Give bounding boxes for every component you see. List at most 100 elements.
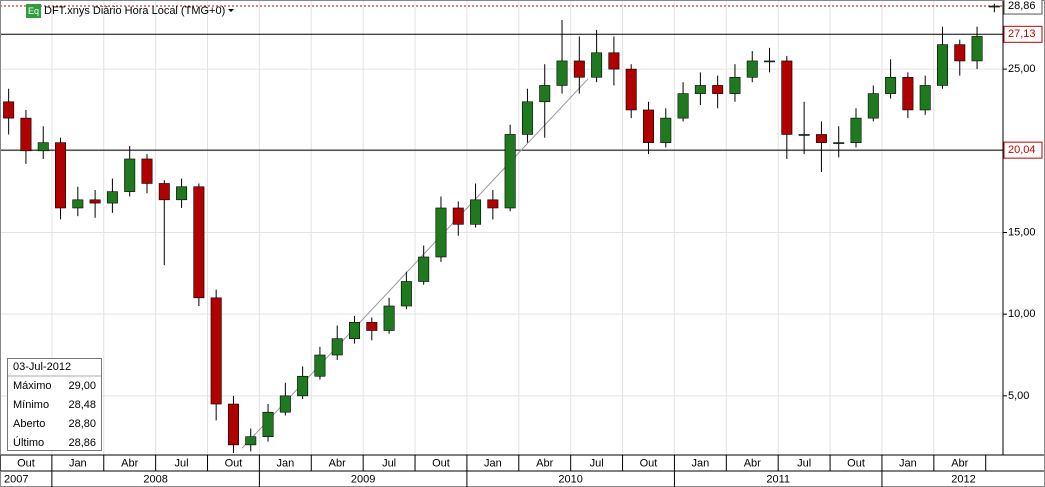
y-tick-label: 15,00 xyxy=(1008,226,1036,238)
candle-body xyxy=(366,322,378,331)
candle-body xyxy=(521,101,533,135)
candle-body xyxy=(885,76,897,94)
candle-body xyxy=(677,93,689,119)
candle-body xyxy=(72,199,84,209)
x-tick-label: Jul xyxy=(590,457,604,469)
info-value: 29,00 xyxy=(68,380,96,392)
x-tick-label: Out xyxy=(17,457,35,469)
plot-area xyxy=(0,0,1003,455)
x-tick-label: Abr xyxy=(329,457,346,469)
candle-body xyxy=(124,158,136,192)
badge-box[interactable] xyxy=(26,4,41,18)
x-tick-label: Abr xyxy=(536,457,553,469)
candle-body xyxy=(193,186,205,299)
candle-body xyxy=(867,93,879,119)
x-tick-label: Abr xyxy=(744,457,761,469)
info-box xyxy=(7,358,102,451)
candle-body xyxy=(279,395,291,413)
candle-body xyxy=(798,134,810,136)
x-tick-label: Jan xyxy=(484,457,502,469)
candle-body xyxy=(262,411,274,438)
candle-body xyxy=(988,5,1000,8)
candle-body xyxy=(660,117,672,143)
candle-body xyxy=(902,76,914,111)
info-label: Mínimo xyxy=(13,399,49,411)
candle-body xyxy=(400,281,412,307)
candle-body xyxy=(383,305,395,331)
level-label-box xyxy=(1003,25,1043,43)
year-label: 2008 xyxy=(143,473,167,485)
candle-body xyxy=(89,199,101,204)
year-label: 2011 xyxy=(766,473,790,485)
candle-body xyxy=(573,60,585,78)
year-label: 2012 xyxy=(951,473,975,485)
info-value: 28,80 xyxy=(68,418,96,430)
candle-body xyxy=(936,44,948,86)
candle-body xyxy=(106,191,118,204)
x-tick-label: Jul xyxy=(797,457,811,469)
candle-body xyxy=(746,60,758,78)
candle-body xyxy=(712,85,724,94)
x-tick-label: Jan xyxy=(276,457,294,469)
y-tick-label: 25,00 xyxy=(1008,63,1036,75)
info-value: 28,48 xyxy=(68,399,96,411)
candle-body xyxy=(176,186,188,201)
candle-body xyxy=(158,183,170,201)
candle-body xyxy=(349,322,360,339)
level-label-box xyxy=(1003,141,1043,159)
year-label: 2009 xyxy=(351,473,375,485)
last-price-label: 28,86 xyxy=(1008,0,1036,12)
x-tick-label: Out xyxy=(432,457,450,469)
info-value: 28,86 xyxy=(68,437,96,449)
candle-body xyxy=(625,68,637,111)
candle-body xyxy=(227,403,239,446)
x-tick-label: Out xyxy=(225,457,243,469)
candle-body xyxy=(141,158,153,184)
candle-body xyxy=(694,85,706,94)
candle-body xyxy=(37,142,49,152)
y-tick-label: 10,00 xyxy=(1008,308,1036,320)
x-tick-label: Jul xyxy=(175,457,189,469)
level-label: 27,13 xyxy=(1008,28,1036,40)
candle-body xyxy=(643,109,654,143)
x-tick-label: Abr xyxy=(121,457,138,469)
candle-body xyxy=(435,207,447,258)
candle-body xyxy=(245,436,257,446)
x-tick-label: Jan xyxy=(899,457,917,469)
candle-body xyxy=(919,85,931,111)
candle-body xyxy=(764,60,776,63)
x-tick-label: Jan xyxy=(69,457,87,469)
candle-body xyxy=(418,256,430,282)
candle-body xyxy=(539,85,551,103)
badge[interactable]: Eq xyxy=(28,6,39,16)
candle-body xyxy=(487,199,499,209)
candle-body xyxy=(314,354,326,377)
candle-body xyxy=(850,117,862,143)
candle-body xyxy=(781,60,793,135)
candle-body xyxy=(815,134,827,143)
dropdown-arrow[interactable] xyxy=(228,9,234,12)
x-tick-label: Out xyxy=(640,457,658,469)
candle-body xyxy=(971,36,983,62)
year-label: 2010 xyxy=(558,473,582,485)
candle-body xyxy=(331,338,343,356)
last-price-box xyxy=(1003,0,1043,15)
x-tick-label: Out xyxy=(847,457,865,469)
chart-title[interactable]: DFT.xnys Diário Hora Local (TMG+0) xyxy=(44,5,225,17)
info-date: 03-Jul-2012 xyxy=(13,361,71,373)
candle-body xyxy=(729,76,741,94)
info-label: Aberto xyxy=(13,418,45,430)
candle-body xyxy=(3,101,15,119)
candle-body xyxy=(504,134,516,209)
candle-body xyxy=(470,199,482,225)
y-tick-label: 5,00 xyxy=(1008,390,1029,402)
candle-body xyxy=(833,142,845,144)
candle-body xyxy=(591,52,603,78)
x-tick-label: Abr xyxy=(951,457,968,469)
info-label: Máximo xyxy=(13,380,52,392)
level-label: 20,04 xyxy=(1008,144,1036,156)
candle-body xyxy=(210,297,222,405)
info-label: Último xyxy=(13,436,44,449)
